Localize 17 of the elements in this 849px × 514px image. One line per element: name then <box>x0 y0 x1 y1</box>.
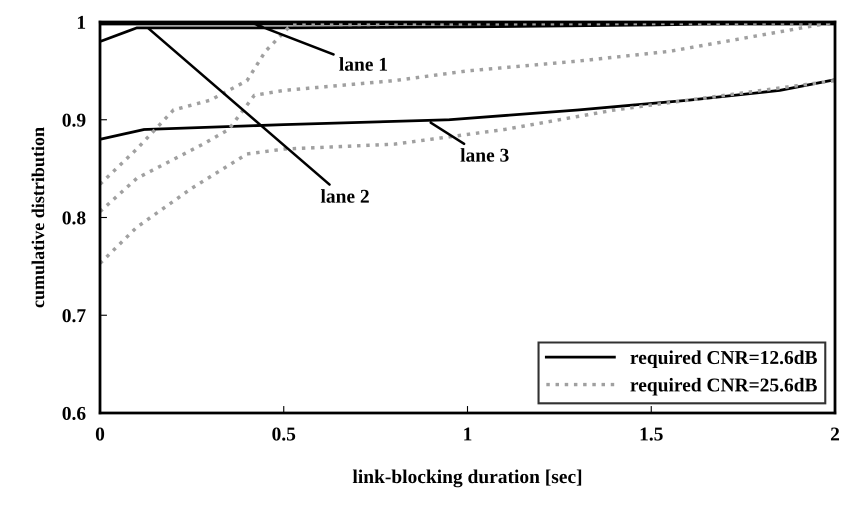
x-tick-label: 0 <box>96 427 104 441</box>
y-tick-label: 0.7 <box>62 309 86 322</box>
legend-label: required CNR=12.6dB <box>630 350 817 368</box>
x-tick-label: 0.5 <box>272 427 296 441</box>
x-tick-label: 2 <box>830 428 840 440</box>
y-axis-title: cumulative distribution <box>32 127 44 308</box>
y-tick-label: 1 <box>78 16 86 29</box>
legend-label: required CNR=25.6dB <box>630 378 817 396</box>
y-tick-label: 0.8 <box>62 211 86 225</box>
x-tick-label: 1.5 <box>640 428 663 441</box>
y-tick-label: 0.9 <box>62 114 86 127</box>
x-tick-label: 1 <box>464 428 472 440</box>
x-axis-title: link-blocking duration [sec] <box>352 470 582 488</box>
annotation: lane 1 <box>339 57 388 71</box>
y-tick-label: 0.6 <box>62 406 86 420</box>
annotation: lane 3 <box>460 148 509 162</box>
annotation: lane 2 <box>320 189 369 203</box>
